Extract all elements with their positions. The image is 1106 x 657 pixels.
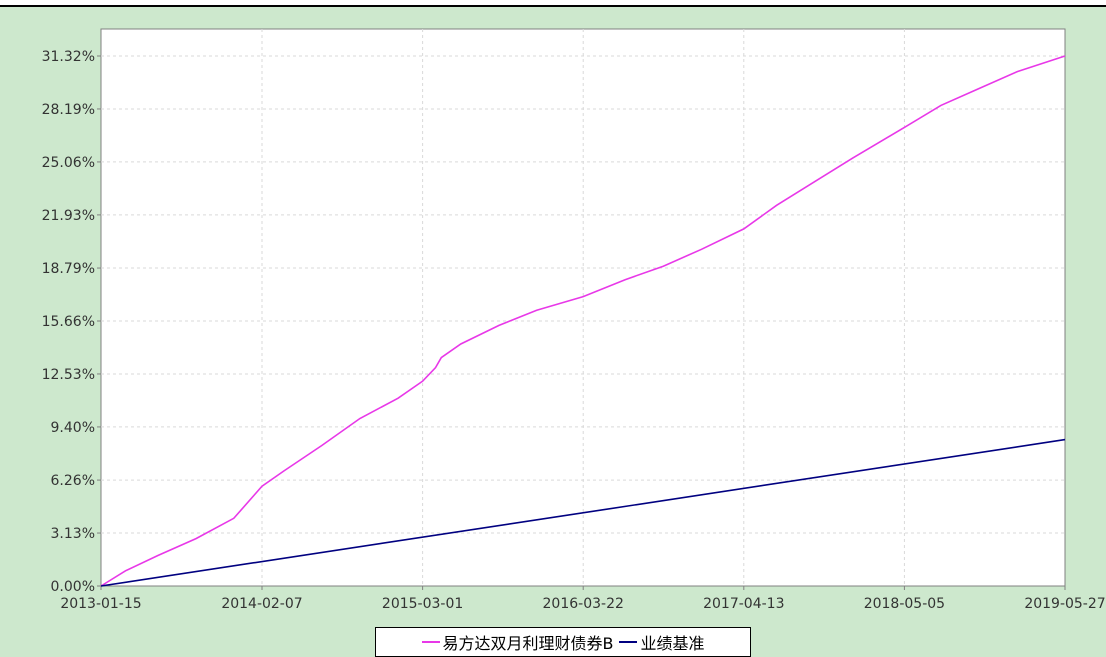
y-tick-label: 31.32%	[42, 49, 95, 65]
y-tick-label: 3.13%	[51, 526, 95, 542]
series-lines	[100, 55, 1066, 587]
gridlines	[101, 29, 1065, 586]
y-tick-label: 21.93%	[42, 208, 95, 224]
y-tick-label: 28.19%	[42, 102, 95, 118]
x-axis: 2013-01-15 2014-02-07 2015-03-01 2016-03-22…	[60, 586, 1106, 612]
y-tick-label: 9.40%	[51, 420, 95, 436]
legend-label-benchmark: 业绩基准	[640, 634, 705, 653]
x-tick-label: 2017-04-13	[703, 596, 784, 612]
series-line-0	[100, 55, 1066, 587]
y-tick-label: 18.79%	[42, 261, 95, 277]
legend-swatch-benchmark	[619, 641, 638, 643]
x-tick-label: 2016-03-22	[543, 596, 624, 612]
y-tick-label: 25.06%	[42, 155, 95, 171]
x-tick-label: 2019-05-27	[1024, 596, 1105, 612]
series-line-1	[100, 438, 1066, 587]
y-tick-label: 0.00%	[51, 579, 95, 595]
top-border	[0, 0, 1106, 7]
y-tick-label: 12.53%	[42, 367, 95, 383]
x-tick-label: 2015-03-01	[382, 596, 463, 612]
x-tick-label: 2014-02-07	[221, 596, 302, 612]
legend-item-fund: 易方达双月利理财债券B	[421, 630, 614, 654]
x-tick-label: 2013-01-15	[60, 596, 141, 612]
x-tick-label: 2018-05-05	[864, 596, 945, 612]
legend-swatch-fund	[421, 641, 440, 643]
legend: 易方达双月利理财债券B 业绩基准	[375, 627, 751, 657]
legend-label-fund: 易方达双月利理财债券B	[442, 634, 614, 653]
legend-item-benchmark: 业绩基准	[619, 630, 705, 654]
y-axis: 0.00% 3.13% 6.26% 9.40% 12.53% 15.66% 18.79% 21…	[42, 49, 101, 595]
y-tick-label: 15.66%	[42, 314, 95, 330]
y-tick-label: 6.26%	[51, 473, 95, 489]
